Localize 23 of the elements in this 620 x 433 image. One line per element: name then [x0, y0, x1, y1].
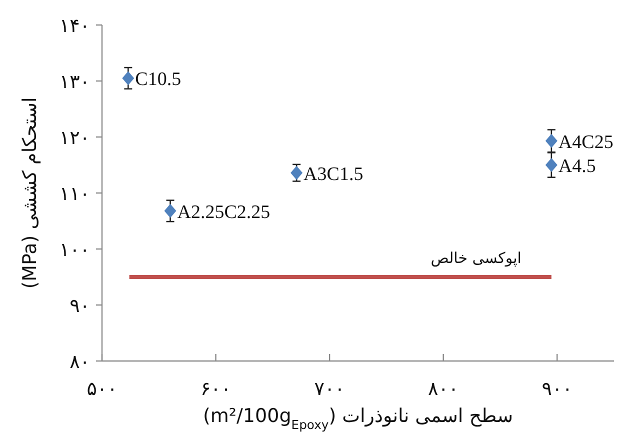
- point: [545, 134, 558, 148]
- y-axis-title: استحکام کششی (MPa): [19, 97, 41, 289]
- y-tick-label: ۹۰: [70, 295, 90, 317]
- annotation: C10.5: [135, 69, 182, 90]
- x-tick-label: ۷۰۰: [314, 378, 345, 400]
- y-tick-label: ۸۰: [70, 351, 90, 373]
- point: [545, 158, 558, 172]
- y-tick-label: ۱۱۰: [59, 183, 90, 205]
- x-tick-label: ۵۰۰: [86, 378, 118, 400]
- y-tick-label: ۱۲۰: [59, 127, 90, 149]
- series-label: اپوکسی خالص: [430, 249, 522, 267]
- annotation: A4C25: [558, 132, 614, 153]
- point: [122, 71, 134, 86]
- x-tick-label: ۶۰۰: [200, 378, 232, 400]
- annotation: A3C1.5: [304, 164, 364, 185]
- y-tick-label: ۱۰۰: [59, 239, 90, 261]
- point: [164, 204, 176, 218]
- x-tick-label: ۹۰۰: [542, 378, 572, 400]
- x-tick-label: ۸۰۰: [428, 378, 459, 400]
- y-tick-label: ۱۴۰: [59, 15, 90, 37]
- annotation: A4.5: [558, 156, 596, 177]
- annotation: A2.25C2.25: [177, 202, 270, 223]
- y-tick-label: ۱۳۰: [59, 71, 90, 93]
